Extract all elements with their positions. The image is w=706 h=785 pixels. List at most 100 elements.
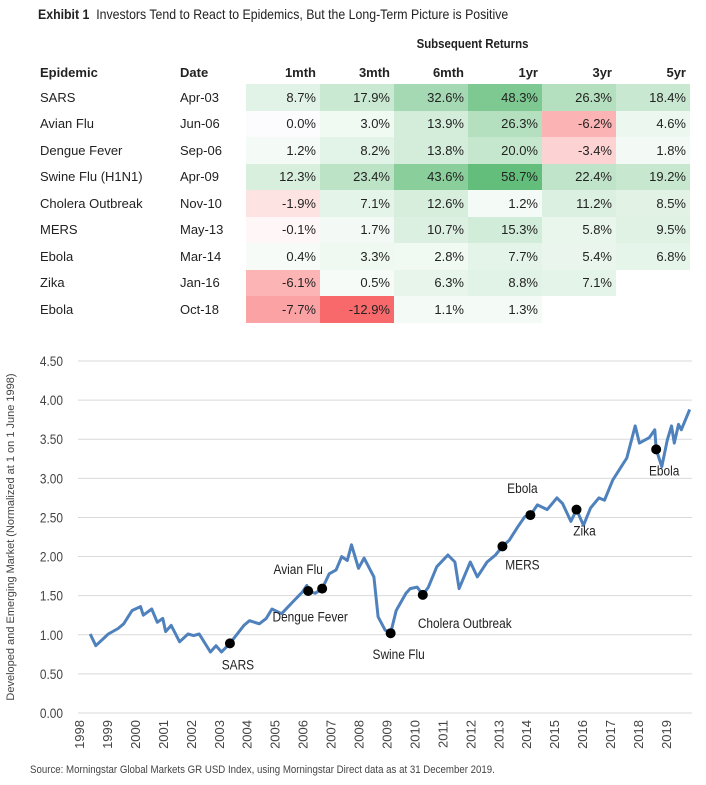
cell-return: 3.0% — [320, 110, 394, 137]
cell-return: 1.7% — [320, 216, 394, 243]
table-row: Zika Jan-16 -6.1% 0.5% 6.3% 8.8% 7.1% — [36, 269, 690, 296]
cell-epidemic: Swine Flu (H1N1) — [40, 169, 143, 185]
cell-return: 1.1% — [394, 296, 468, 323]
cell-return: 8.5% — [616, 190, 690, 217]
cell-epidemic: Ebola — [40, 248, 74, 264]
y-axis-label: Developed and Emerging Market (Normalize… — [5, 373, 17, 700]
y-tick-label: 4.00 — [40, 392, 63, 408]
event-marker — [417, 589, 428, 600]
y-tick-label: 1.50 — [40, 588, 63, 604]
x-tick-label: 2016 — [575, 720, 590, 749]
cell-epidemic: Dengue Fever — [40, 142, 123, 158]
table-row: Swine Flu (H1N1) Apr-09 12.3% 23.4% 43.6% 58.… — [36, 163, 690, 190]
cell-return: 1.3% — [468, 296, 542, 323]
cell-return: 19.2% — [616, 163, 690, 190]
x-tick-label: 2013 — [491, 720, 506, 749]
x-tick-label: 2004 — [240, 720, 255, 749]
cell-return: 10.7% — [394, 216, 468, 243]
x-tick-label: 2005 — [268, 720, 283, 749]
x-tick-label: 2007 — [324, 720, 339, 749]
y-tick-label: 0.00 — [40, 705, 63, 721]
table-row: Ebola Mar-14 0.4% 3.3% 2.8% 7.7% 5.4% 6.8% — [36, 243, 690, 270]
cell-return: 26.3% — [468, 110, 542, 137]
x-tick-label: 2000 — [128, 720, 143, 749]
cell-return: 0.4% — [246, 243, 320, 270]
cell-date: Sep-06 — [180, 142, 222, 158]
cell-return: 13.9% — [394, 110, 468, 137]
cell-return: 8.8% — [468, 269, 542, 296]
event-marker — [224, 638, 235, 649]
x-tick-label: 2011 — [435, 720, 450, 748]
x-tick-label: 2001 — [156, 720, 171, 749]
column-header: 6mth — [432, 64, 464, 80]
x-tick-label: 2002 — [184, 720, 199, 749]
cell-return: 3.3% — [320, 243, 394, 270]
x-tick-label: 2009 — [379, 720, 394, 749]
cell-return: 23.4% — [320, 163, 394, 190]
y-tick-label: 1.00 — [40, 627, 63, 643]
cell-epidemic: Avian Flu — [40, 116, 94, 132]
y-tick-label: 3.00 — [40, 470, 63, 486]
cell-date: Apr-09 — [180, 169, 220, 185]
event-label: Ebola — [649, 462, 680, 478]
column-header: 3yr — [592, 64, 612, 80]
cell-epidemic: MERS — [40, 222, 78, 238]
exhibit-label: Exhibit 1 — [38, 6, 90, 22]
cell-return: 7.1% — [542, 269, 616, 296]
x-tick-label: 1999 — [100, 720, 115, 749]
cell-return: 8.7% — [246, 84, 320, 111]
table-row: SARS Apr-03 8.7% 17.9% 32.6% 48.3% 26.3% 18.4% — [36, 84, 690, 111]
event-label: Ebola — [507, 480, 538, 496]
x-tick-label: 1998 — [72, 720, 87, 749]
cell-return: 2.8% — [394, 243, 468, 270]
event-label: Dengue Fever — [272, 609, 348, 625]
cell-return: 12.6% — [394, 190, 468, 217]
cell-epidemic: Ebola — [40, 301, 74, 317]
event-label: SARS — [222, 656, 255, 672]
cell-return: 1.2% — [246, 137, 320, 164]
event-label: Swine Flu — [373, 646, 425, 662]
table-row: Cholera Outbreak Nov-10 -1.9% 7.1% 12.6% 1.2%… — [36, 190, 690, 217]
cell-return: -3.4% — [542, 137, 616, 164]
cell-return: 9.5% — [616, 216, 690, 243]
index-line — [88, 408, 692, 654]
column-header: 5yr — [666, 64, 686, 80]
table-row: Ebola Oct-18 -7.7% -12.9% 1.1% 1.3% — [36, 296, 690, 323]
column-header: Epidemic — [40, 64, 98, 80]
cell-return: 43.6% — [394, 163, 468, 190]
cell-return: 0.0% — [246, 110, 320, 137]
event-label: Avian Flu — [274, 561, 323, 577]
cell-return: -1.9% — [246, 190, 320, 217]
cell-return: 22.4% — [542, 163, 616, 190]
title-text: Investors Tend to React to Epidemics, Bu… — [96, 6, 509, 22]
event-marker — [303, 585, 314, 596]
x-tick-label: 2018 — [631, 720, 646, 749]
cell-return: 5.4% — [542, 243, 616, 270]
y-tick-label: 2.00 — [40, 549, 63, 565]
cell-date: May-13 — [180, 222, 224, 238]
exhibit-title: Exhibit 1 Investors Tend to React to Epi… — [38, 6, 508, 22]
cell-return: 8.2% — [320, 137, 394, 164]
event-marker — [571, 504, 582, 515]
cell-return: -6.2% — [542, 110, 616, 137]
y-tick-label: 4.50 — [40, 353, 63, 369]
x-tick-label: 2010 — [407, 720, 422, 749]
column-header: 1yr — [518, 64, 538, 80]
cell-return: -6.1% — [246, 269, 320, 296]
cell-return: 58.7% — [468, 163, 542, 190]
cell-return: 7.1% — [320, 190, 394, 217]
column-header: Date — [180, 64, 209, 80]
cell-return: 0.5% — [320, 269, 394, 296]
event-marker — [317, 583, 328, 594]
cell-epidemic: Cholera Outbreak — [40, 195, 143, 211]
cell-return: 20.0% — [468, 137, 542, 164]
returns-table: Epidemic Date 1mth 3mth 6mth 1yr 3yr 5yr SARS Ap… — [36, 60, 690, 323]
cell-return: 48.3% — [468, 84, 542, 111]
x-tick-label: 2012 — [463, 720, 478, 749]
cell-epidemic: Zika — [40, 275, 65, 291]
cell-return: 7.7% — [468, 243, 542, 270]
event-marker — [385, 628, 396, 639]
group-header: Subsequent Returns — [416, 36, 529, 51]
source-note: Source: Morningstar Global Markets GR US… — [30, 764, 495, 776]
